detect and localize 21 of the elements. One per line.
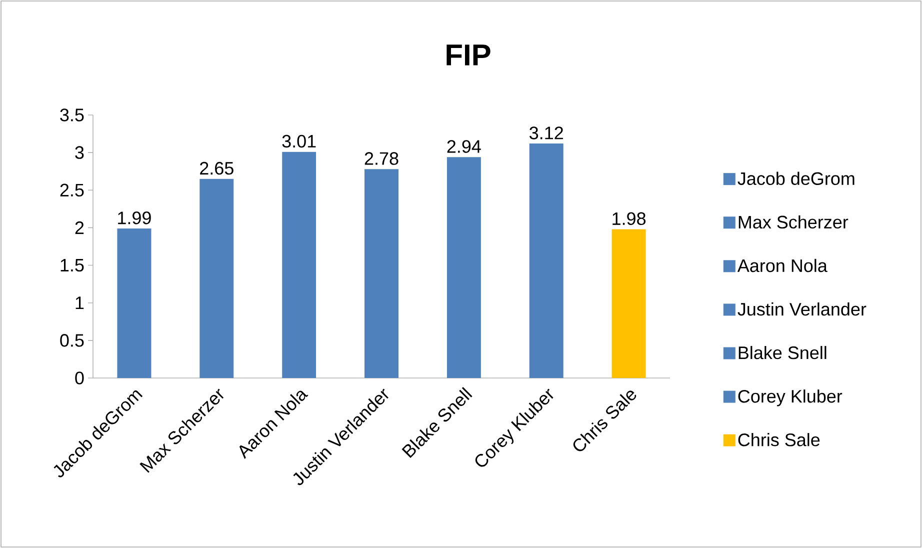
- legend-label: Max Scherzer: [738, 215, 848, 229]
- legend-label: Jacob deGrom: [738, 172, 854, 186]
- y-tick-label: 3.5: [60, 108, 84, 122]
- y-tick-label: 2: [75, 221, 84, 234]
- data-label: 1.99: [118, 212, 151, 224]
- data-label: 2.65: [200, 162, 234, 175]
- y-tick-label: 1: [76, 296, 84, 310]
- y-tick-label: 0: [75, 372, 84, 384]
- y-tick-label: 3: [75, 146, 84, 159]
- data-label: 2.78: [364, 152, 398, 165]
- legend-label: Aaron Nola: [737, 258, 828, 272]
- legend-label: Justin Verlander: [738, 302, 866, 316]
- y-tick-label: 2.5: [60, 184, 84, 197]
- data-label: 3.01: [282, 134, 316, 148]
- chart-title: FIP: [446, 44, 490, 66]
- data-label: 2.94: [447, 140, 481, 153]
- y-tick-label: 0.5: [60, 334, 84, 347]
- data-label: 1.98: [612, 212, 646, 226]
- data-label: 3.12: [530, 126, 563, 140]
- legend-label: Blake Snell: [738, 346, 826, 360]
- y-tick-label: 1.5: [60, 258, 84, 272]
